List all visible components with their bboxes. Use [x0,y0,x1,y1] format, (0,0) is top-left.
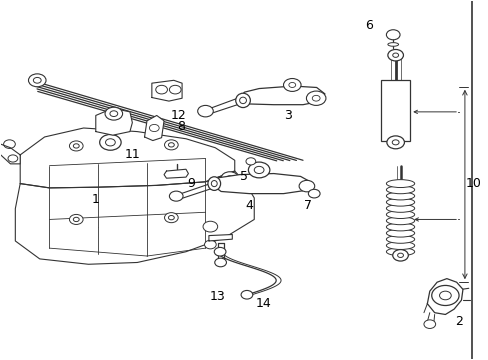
Ellipse shape [386,198,414,206]
Ellipse shape [386,248,414,256]
Polygon shape [96,108,132,135]
Circle shape [100,134,121,150]
Text: 4: 4 [245,199,253,212]
Circle shape [3,140,15,148]
Circle shape [149,125,159,132]
Circle shape [387,49,403,61]
Polygon shape [163,169,188,178]
Ellipse shape [387,42,398,46]
Circle shape [221,172,238,185]
Polygon shape [208,234,232,241]
Circle shape [164,213,178,223]
Ellipse shape [386,235,414,243]
Circle shape [299,180,314,192]
Circle shape [392,249,407,261]
Text: 3: 3 [284,109,292,122]
FancyBboxPatch shape [380,80,409,140]
Polygon shape [427,279,462,315]
Circle shape [8,155,18,162]
Ellipse shape [386,186,414,194]
Ellipse shape [235,93,250,108]
Circle shape [283,78,301,91]
Circle shape [73,217,79,222]
Ellipse shape [207,177,220,190]
Polygon shape [0,144,20,164]
Ellipse shape [386,180,414,188]
Ellipse shape [386,229,414,237]
Circle shape [110,111,118,117]
Text: 5: 5 [240,170,248,183]
Circle shape [169,85,181,94]
Circle shape [204,240,216,249]
Ellipse shape [239,97,246,104]
Polygon shape [144,116,163,140]
Polygon shape [239,86,325,105]
Circle shape [197,105,213,117]
Text: 8: 8 [177,120,185,133]
Text: 2: 2 [454,315,462,328]
Text: 14: 14 [256,297,271,310]
Circle shape [73,144,79,148]
Circle shape [156,85,167,94]
Circle shape [423,320,435,328]
Circle shape [226,176,233,181]
Circle shape [241,291,252,299]
Ellipse shape [386,242,414,249]
Circle shape [168,216,174,220]
Circle shape [33,77,41,83]
Ellipse shape [211,180,217,186]
Circle shape [245,158,255,165]
Circle shape [164,140,178,150]
Circle shape [308,189,320,198]
Circle shape [439,291,450,300]
Circle shape [69,141,83,151]
Text: 9: 9 [186,177,194,190]
Circle shape [214,258,226,267]
Circle shape [69,215,83,225]
Ellipse shape [386,204,414,212]
Text: 1: 1 [92,193,100,206]
Circle shape [312,95,320,101]
Circle shape [306,91,325,105]
Text: 6: 6 [364,19,372,32]
Circle shape [105,139,115,146]
Ellipse shape [386,192,414,200]
Polygon shape [20,128,234,188]
Circle shape [28,74,46,87]
Text: 7: 7 [303,199,311,212]
Text: 12: 12 [170,109,186,122]
Circle shape [392,53,398,57]
Ellipse shape [386,211,414,219]
Ellipse shape [386,217,414,225]
Text: 10: 10 [465,177,481,190]
Text: 13: 13 [209,290,225,303]
Circle shape [203,221,217,232]
Polygon shape [15,171,254,264]
Circle shape [391,140,398,145]
Circle shape [288,82,295,87]
Circle shape [397,253,403,257]
Circle shape [254,166,264,174]
Text: 11: 11 [124,148,140,161]
Circle shape [386,136,404,149]
Circle shape [214,247,225,256]
Ellipse shape [386,223,414,231]
FancyBboxPatch shape [391,182,408,253]
Circle shape [386,30,399,40]
Circle shape [169,191,183,201]
Polygon shape [152,80,182,101]
Polygon shape [210,174,310,194]
Circle shape [248,162,269,178]
Circle shape [431,285,458,306]
Circle shape [168,143,174,147]
Circle shape [105,107,122,120]
